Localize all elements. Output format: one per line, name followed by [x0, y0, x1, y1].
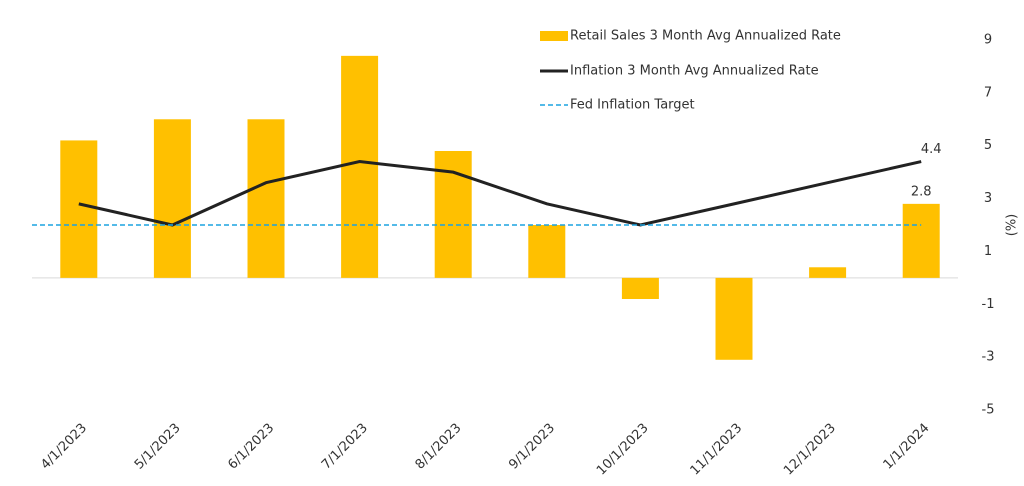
x-tick-label: 10/1/2023: [594, 421, 652, 479]
bar: [528, 225, 566, 278]
bar: [809, 267, 847, 278]
y-tick-label: 7: [984, 85, 992, 100]
y-tick-label: -1: [982, 297, 995, 312]
x-tick-label: 12/1/2023: [781, 421, 839, 479]
legend-label: Retail Sales 3 Month Avg Annualized Rate: [570, 29, 841, 44]
bar: [715, 277, 753, 360]
data-label: 2.8: [911, 184, 932, 199]
y-tick-label: -5: [982, 403, 995, 418]
legend-swatch: [540, 31, 568, 41]
bar: [60, 140, 98, 278]
x-tick-label: 8/1/2023: [413, 421, 465, 473]
bar: [247, 119, 285, 278]
bar: [341, 55, 379, 278]
y-tick-label: 5: [984, 138, 992, 153]
x-tick-label: 7/1/2023: [319, 421, 371, 473]
y-tick-label: 3: [984, 191, 992, 206]
x-tick-label: 9/1/2023: [506, 421, 558, 473]
x-tick-label: 6/1/2023: [225, 421, 277, 473]
y-tick-label: 9: [984, 33, 992, 48]
x-tick-label: 5/1/2023: [132, 421, 184, 473]
legend-label: Fed Inflation Target: [570, 98, 695, 113]
bar: [902, 203, 940, 278]
legend-label: Inflation 3 Month Avg Annualized Rate: [570, 64, 819, 79]
data-label: 4.4: [921, 142, 942, 157]
bar: [621, 277, 659, 299]
y-tick-label: -3: [982, 350, 995, 365]
line: [78, 160, 922, 227]
x-tick-label: 4/1/2023: [38, 421, 90, 473]
x-tick-label: 1/1/2024: [881, 421, 933, 473]
y-axis-label: (%): [1005, 214, 1020, 237]
bar: [153, 119, 191, 278]
y-tick-label: 1: [984, 244, 992, 259]
x-tick-label: 11/1/2023: [688, 421, 746, 479]
